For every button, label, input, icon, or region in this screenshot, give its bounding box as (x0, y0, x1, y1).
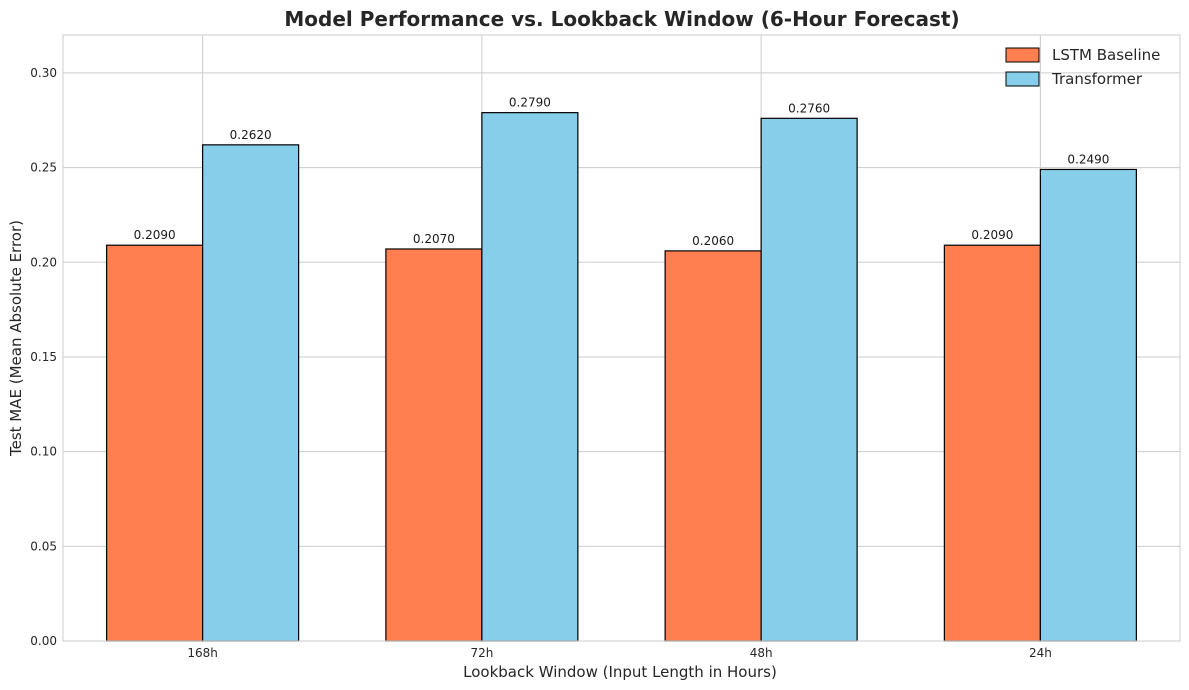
y-axis-label: Test MAE (Mean Absolute Error) (7, 220, 25, 457)
bar-lstm (943, 244, 1041, 642)
value-label: 0.2760 (788, 101, 830, 115)
y-tick-label: 0.05 (30, 539, 57, 553)
value-label: 0.2090 (971, 228, 1013, 242)
value-label: 0.2790 (509, 96, 551, 110)
plot-frame (62, 34, 1181, 642)
legend-label: Transformer (1051, 70, 1143, 88)
bar-lstm (664, 250, 762, 642)
value-label: 0.2070 (413, 232, 455, 246)
bar-lstm (385, 248, 483, 642)
bars (106, 112, 1137, 642)
y-tick-labels: 0.00 0.05 0.10 0.15 0.20 0.25 0.30 (30, 66, 57, 648)
legend-swatch (1005, 47, 1040, 63)
x-tick-label: 24h (1029, 646, 1052, 660)
bar-transformer (202, 144, 300, 642)
legend-swatch (1005, 71, 1040, 87)
bar-lstm (106, 244, 204, 642)
y-tick-label: 0.15 (30, 350, 57, 364)
x-axis-label: Lookback Window (Input Length in Hours) (463, 663, 777, 681)
y-tick-label: 0.30 (30, 66, 57, 80)
chart-title: Model Performance vs. Lookback Window (6… (284, 7, 959, 31)
value-labels: 0.2090 0.2070 0.2060 0.2090 0.2620 0.2790 0.27… (134, 96, 1110, 248)
y-tick-label: 0.20 (30, 255, 57, 269)
bar-transformer (481, 112, 579, 642)
y-tick-label: 0.25 (30, 161, 57, 175)
x-tick-label: 72h (470, 646, 493, 660)
y-tick-label: 0.00 (30, 634, 57, 648)
legend-label: LSTM Baseline (1052, 46, 1160, 64)
value-label: 0.2620 (230, 128, 272, 142)
x-tick-label: 168h (187, 646, 218, 660)
value-label: 0.2090 (134, 228, 176, 242)
x-tick-labels: 168h 72h 48h 24h (187, 646, 1051, 660)
value-label: 0.2490 (1067, 152, 1109, 166)
value-label: 0.2060 (692, 234, 734, 248)
bar-transformer (760, 117, 858, 642)
y-tick-label: 0.10 (30, 445, 57, 459)
legend: LSTM Baseline Transformer (1005, 46, 1160, 88)
x-tick-label: 48h (750, 646, 773, 660)
bar-transformer (1039, 168, 1137, 642)
